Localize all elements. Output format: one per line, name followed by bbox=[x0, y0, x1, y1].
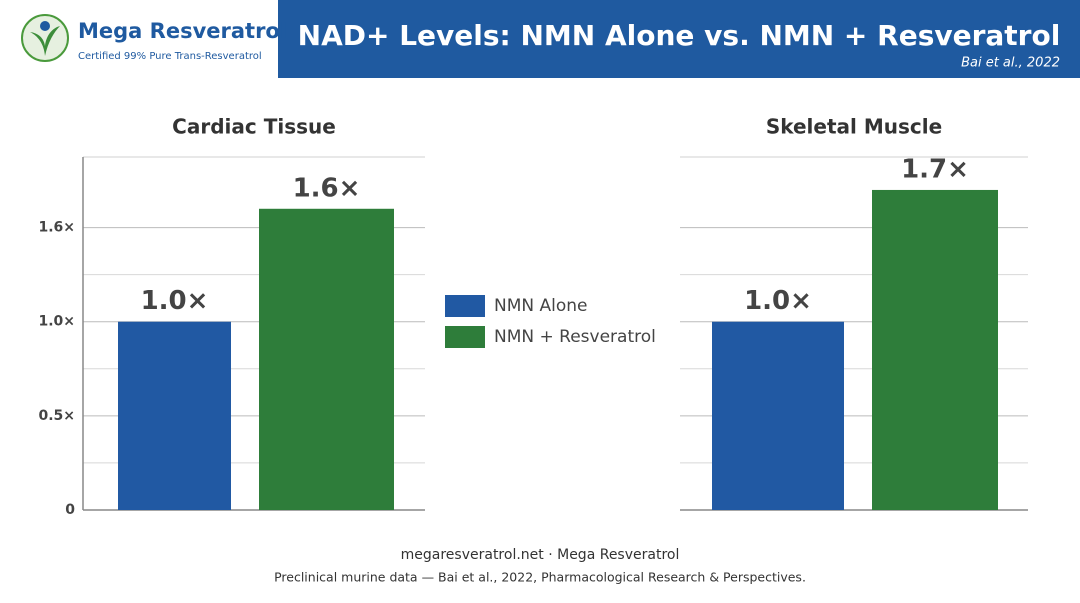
logo-icon bbox=[21, 14, 69, 62]
data-label: 1.0× bbox=[744, 286, 812, 316]
title-band bbox=[278, 0, 1080, 78]
bar bbox=[118, 321, 231, 510]
legend-label: NMN + Resveratrol bbox=[494, 327, 656, 347]
legend-swatch bbox=[445, 295, 485, 317]
legend: NMN Alone NMN + Resveratrol bbox=[445, 295, 656, 348]
chart-title: NAD+ Levels: NMN Alone vs. NMN + Resvera… bbox=[298, 19, 1061, 52]
legend-label: NMN Alone bbox=[494, 296, 588, 316]
footer-line: megaresveratrol.net · Mega Resveratrol bbox=[401, 547, 680, 563]
bar bbox=[872, 189, 998, 511]
data-label: 1.0× bbox=[141, 286, 209, 316]
tagline: Certified 99% Pure Trans-Resveratrol bbox=[78, 51, 262, 62]
data-label: 1.7× bbox=[901, 154, 969, 184]
legend-swatch bbox=[445, 326, 485, 348]
y-tick-label: 1.6× bbox=[38, 220, 75, 236]
data-label: 1.6× bbox=[293, 173, 361, 203]
y-tick-label: 1.0× bbox=[38, 314, 75, 330]
brand: Mega Resveratrol bbox=[78, 19, 287, 43]
citation: Bai et al., 2022 bbox=[961, 56, 1060, 71]
bar bbox=[259, 208, 394, 511]
y-tick-label: 0 bbox=[65, 502, 75, 518]
footer-note: Preclinical murine data — Bai et al., 20… bbox=[274, 570, 806, 585]
panel-title: Cardiac Tissue bbox=[172, 115, 336, 139]
bar bbox=[712, 321, 844, 510]
y-tick-label: 0.5× bbox=[38, 408, 75, 424]
panel-title: Skeletal Muscle bbox=[766, 115, 942, 139]
